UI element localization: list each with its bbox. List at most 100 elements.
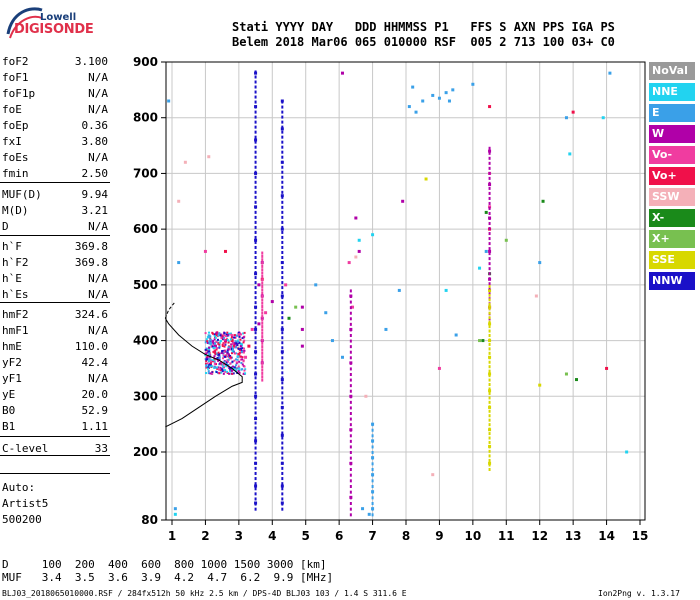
streak-point xyxy=(349,311,352,315)
legend-item-e: E xyxy=(649,104,695,122)
streak-point xyxy=(349,473,352,477)
cluster-point xyxy=(242,332,245,335)
streak-point xyxy=(281,482,284,486)
legend-item-sse: SSE xyxy=(649,251,695,269)
cluster-point xyxy=(218,356,221,359)
data-point-w xyxy=(300,344,304,348)
data-point-sse xyxy=(488,322,492,326)
param-name: h`Es xyxy=(2,288,29,301)
param-row-b0: B0 52.9 xyxy=(2,404,108,420)
streak-point xyxy=(488,329,491,333)
data-point-vo- xyxy=(264,311,268,315)
auto-artist: Artist5 xyxy=(2,497,49,510)
streak-point xyxy=(488,347,491,351)
legend-item-nne: NNE xyxy=(649,83,695,101)
cluster-point xyxy=(214,342,217,345)
data-point-vo- xyxy=(230,339,234,343)
streak-point xyxy=(254,281,257,285)
streak-point xyxy=(281,205,284,209)
streak-point xyxy=(254,271,257,275)
streak-point xyxy=(254,482,257,486)
data-point-ssw xyxy=(183,160,187,164)
cluster-point xyxy=(222,363,225,366)
streak-point xyxy=(349,412,352,415)
param-row-yf1: yF1 N/A xyxy=(2,372,108,388)
cluster-point xyxy=(230,336,233,339)
cluster-point xyxy=(231,350,234,353)
streak-point xyxy=(254,195,257,199)
cluster-point xyxy=(218,372,221,375)
x-tick-label: 10 xyxy=(465,529,482,543)
streak-point xyxy=(254,170,257,174)
cluster-point xyxy=(240,333,243,336)
streak-point xyxy=(349,289,352,293)
data-point-ssw xyxy=(534,294,538,298)
data-point-sse xyxy=(424,177,428,181)
cluster-point xyxy=(215,371,218,374)
streak-point xyxy=(349,373,352,376)
footer-file-info: BLJ03_2018065010000.RSF / 284fx512h 50 k… xyxy=(2,589,407,598)
cluster-point xyxy=(224,355,227,358)
logo-lowell-text: Lowell xyxy=(40,12,77,23)
streak-point xyxy=(488,289,491,293)
streak-point xyxy=(371,462,374,466)
cluster-point xyxy=(238,360,241,363)
param-row-m-d-: M(D) 3.21 xyxy=(2,204,108,220)
streak-point xyxy=(254,291,257,295)
param-row-muf-d-: MUF(D) 9.94 xyxy=(2,188,108,204)
param-name: D xyxy=(2,220,9,233)
data-point-w xyxy=(260,316,264,320)
cluster-point xyxy=(240,350,243,353)
streak-point xyxy=(349,339,352,343)
cluster-point xyxy=(216,367,219,370)
data-point-nnw xyxy=(254,484,258,488)
streak-point xyxy=(281,371,284,375)
cluster-point xyxy=(223,338,226,341)
streak-point xyxy=(281,105,284,109)
streak-point xyxy=(281,150,284,154)
cluster-point xyxy=(205,358,208,361)
streak-point xyxy=(261,368,264,372)
cluster-point xyxy=(209,365,212,368)
streak-point xyxy=(371,473,374,477)
streak-point xyxy=(281,456,284,460)
cluster-point xyxy=(212,359,215,362)
streak-point xyxy=(254,145,257,149)
streak-point xyxy=(281,331,284,335)
streak-point xyxy=(281,296,284,300)
streak-point xyxy=(254,165,257,169)
streak-point xyxy=(371,485,374,488)
streak-point xyxy=(349,423,352,427)
cluster-point xyxy=(226,338,229,341)
streak-point xyxy=(281,140,284,144)
streak-point xyxy=(281,311,284,315)
streak-point xyxy=(488,176,491,180)
streak-point xyxy=(254,205,257,209)
streak-point xyxy=(488,287,491,291)
streak-point xyxy=(254,240,257,244)
cluster-point xyxy=(206,362,209,365)
cluster-point xyxy=(233,336,236,339)
streak-point xyxy=(349,485,352,488)
param-value: 33 xyxy=(94,442,108,455)
cluster-point xyxy=(211,365,214,368)
streak-point xyxy=(488,252,491,256)
param-value: 52.9 xyxy=(81,404,109,417)
cluster-point xyxy=(210,341,213,344)
streak-point xyxy=(254,125,257,129)
param-value: 3.80 xyxy=(81,135,109,148)
param-value: N/A xyxy=(88,151,108,164)
cluster-point xyxy=(223,332,226,335)
auto-label: Auto: xyxy=(2,481,36,494)
streak-point xyxy=(281,366,284,370)
cluster-point xyxy=(225,333,228,336)
data-point-nne xyxy=(357,238,361,242)
streak-point xyxy=(254,155,257,159)
data-point-e xyxy=(397,288,401,292)
cluster-point xyxy=(215,331,218,334)
streak-point xyxy=(281,200,284,204)
streak-point xyxy=(281,326,284,330)
legend-item-x-: X+ xyxy=(649,230,695,248)
streak-point xyxy=(281,245,284,249)
streak-point xyxy=(254,356,257,360)
